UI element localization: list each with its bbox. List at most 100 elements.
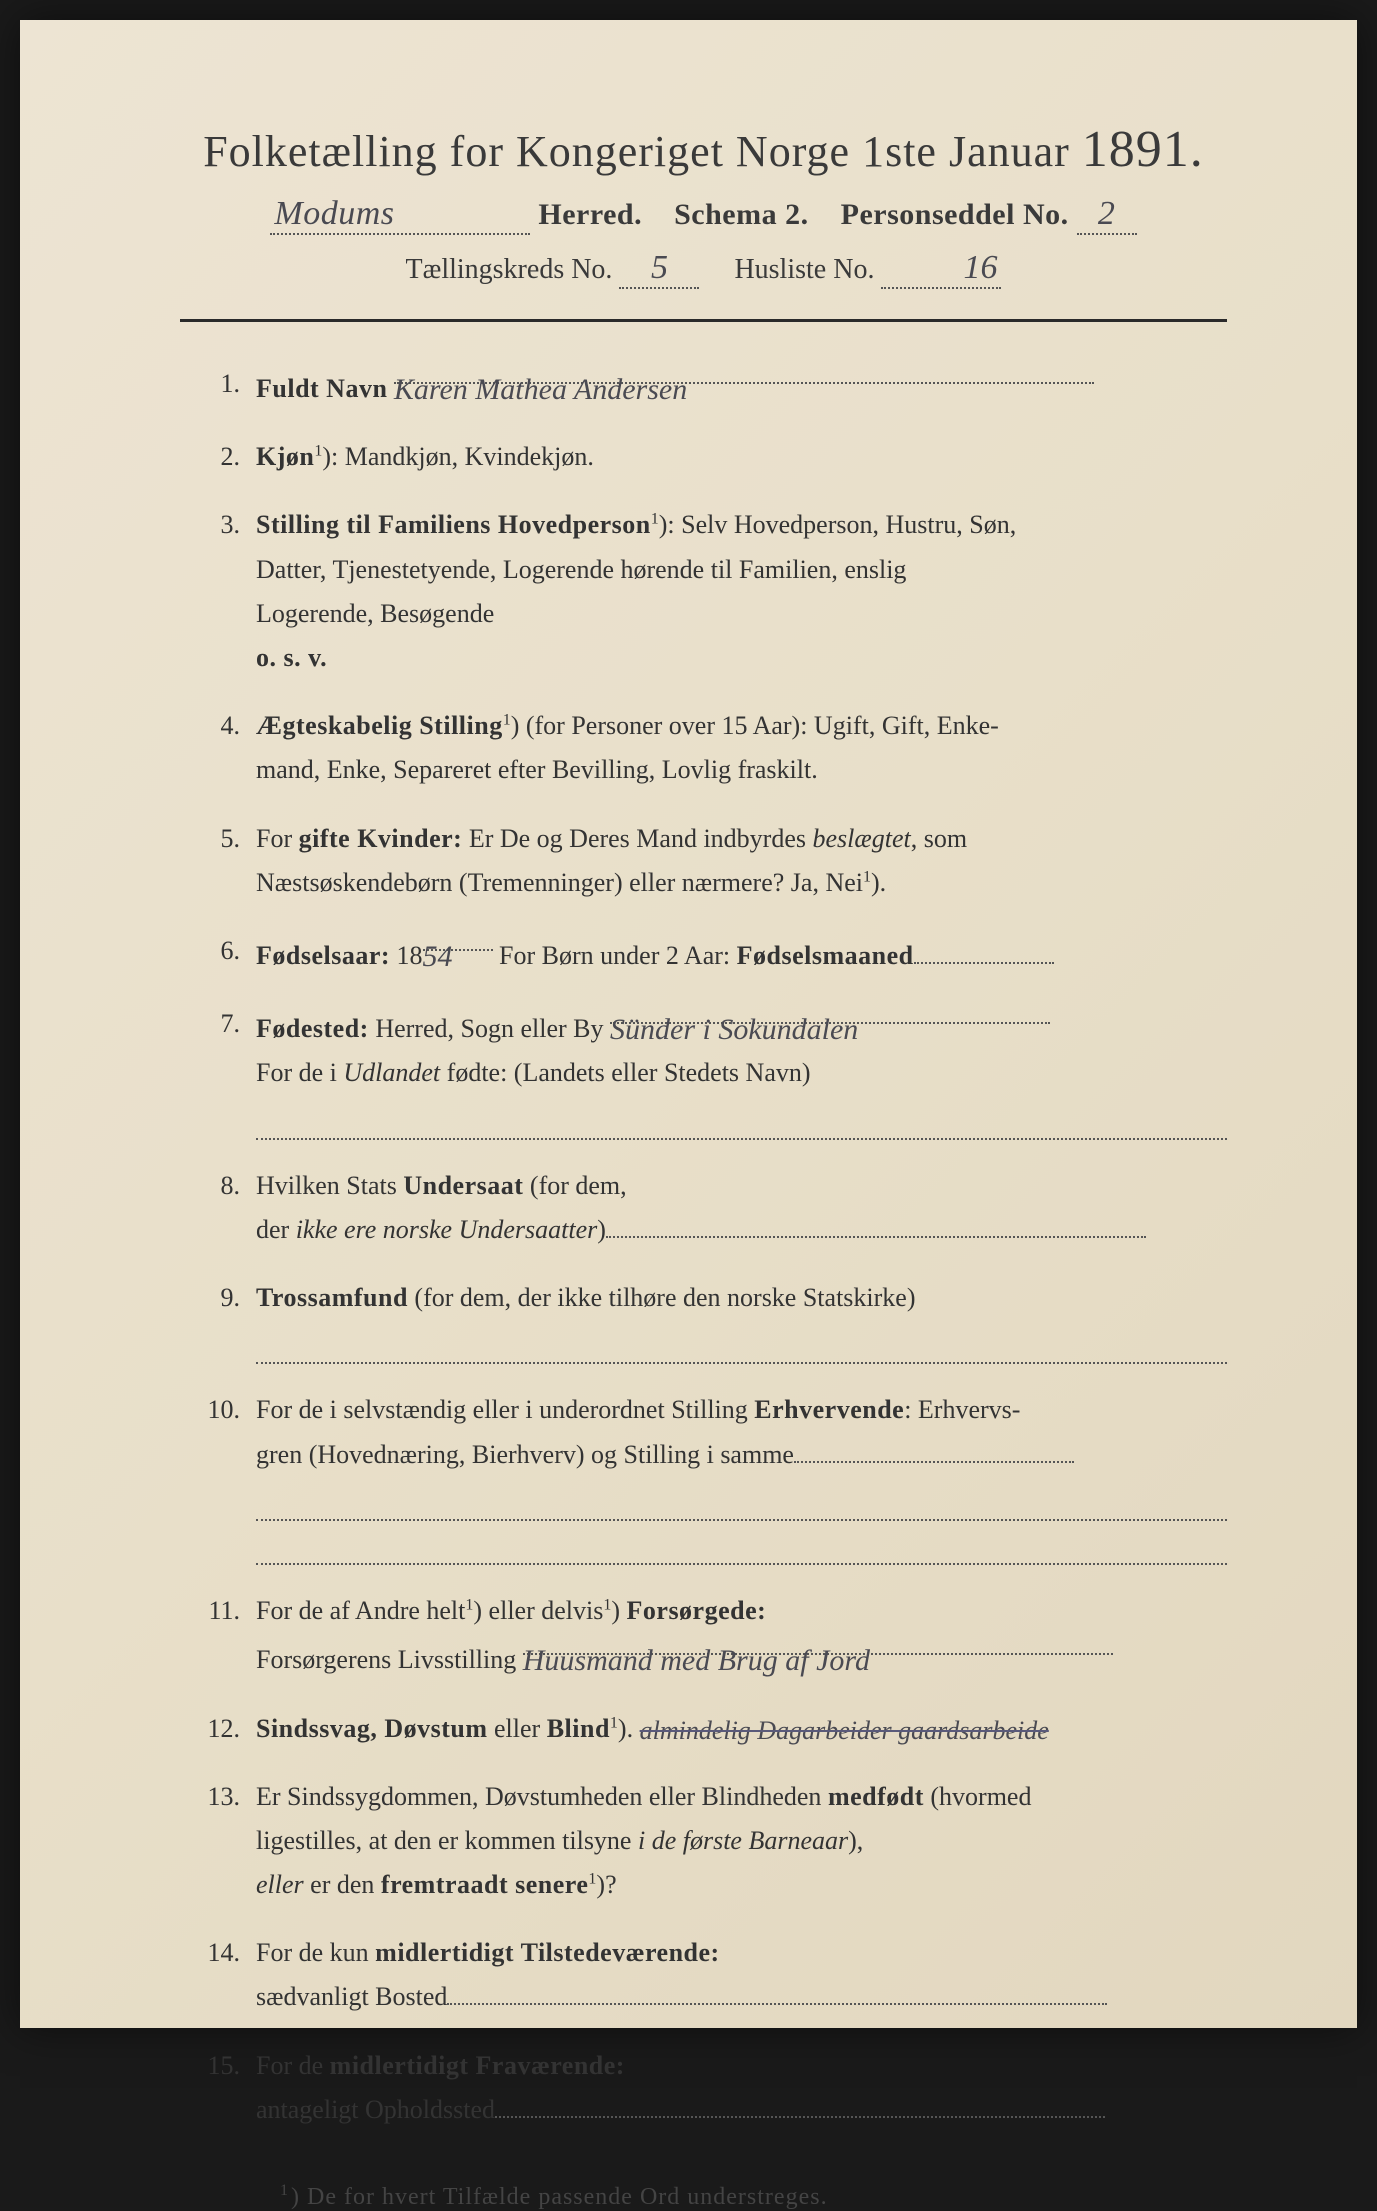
item-12-content: Sindssvag, Døvstum eller Blind1). almind… [256, 1707, 1227, 1751]
personseddel-label: Personseddel No. [841, 198, 1069, 231]
item-7: 7. Fødested: Herred, Sogn eller By Sünde… [200, 1002, 1227, 1140]
item-8-line1a: Hvilken Stats [256, 1171, 403, 1200]
item-6-month-field [914, 942, 1054, 964]
item-14-line1a: For de kun [256, 1938, 375, 1967]
item-7-line2-prefix: For de i [256, 1058, 343, 1087]
item-13-content: Er Sindssygdommen, Døvstumheden eller Bl… [256, 1775, 1227, 1908]
item-5-line1b: , som [911, 824, 967, 853]
item-15-line2: antageligt Opholdssted [256, 2095, 495, 2124]
item-13-label: medfødt [828, 1782, 924, 1811]
item-1-label: Fuldt Navn [256, 374, 387, 403]
item-9-line1: (for dem, der ikke tilhøre den norske St… [408, 1283, 916, 1312]
item-3-line2: Datter, Tjenestetyende, Logerende hørend… [256, 555, 906, 584]
item-15-label: midlertidigt Fraværende: [330, 2051, 625, 2080]
item-12: 12. Sindssvag, Døvstum eller Blind1). al… [200, 1707, 1227, 1751]
item-4-line1: ) (for Personer over 15 Aar): Ugift, Gif… [511, 711, 999, 740]
item-7-line2-italic: Udlandet [343, 1058, 440, 1087]
form-header: Folketælling for Kongeriget Norge 1ste J… [180, 120, 1227, 289]
husliste-no: 16 [881, 249, 1001, 289]
item-13: 13. Er Sindssygdommen, Døvstumheden elle… [200, 1775, 1227, 1908]
item-7-blank [256, 1114, 1227, 1140]
item-11-line1a: For de af Andre helt [256, 1596, 465, 1625]
item-9-label: Trossamfund [256, 1283, 408, 1312]
item-3-line4: o. s. v. [256, 643, 327, 672]
item-4-sup: 1 [503, 711, 511, 728]
item-13-num: 13. [200, 1775, 256, 1908]
header-row-1: Modums Herred. Schema 2. Personseddel No… [180, 195, 1227, 235]
item-8-line1b: (for dem, [523, 1171, 626, 1200]
item-13-line3-italic: eller [256, 1870, 304, 1899]
herred-label: Herred. [538, 198, 642, 231]
item-13-line2b: ), [848, 1826, 863, 1855]
personseddel-no: 2 [1077, 195, 1137, 235]
item-10-blank3 [256, 1539, 1227, 1565]
item-2-label: Kjøn [256, 442, 314, 471]
item-13-label2: fremtraadt senere [381, 1870, 589, 1899]
item-5-beslaegtet: beslægtet [813, 824, 911, 853]
item-2-text: ): Mandkjøn, Kvindekjøn. [322, 442, 594, 471]
item-12-label: Sindssvag, Døvstum [256, 1714, 488, 1743]
item-1: 1. Fuldt Navn Karen Mathea Andersen [200, 362, 1227, 411]
item-5-line1: Er De og Deres Mand indbyrdes [462, 824, 812, 853]
item-8-blank [606, 1216, 1146, 1238]
item-12-mid: eller [488, 1714, 547, 1743]
item-13-line1a: Er Sindssygdommen, Døvstumheden eller Bl… [256, 1782, 828, 1811]
item-10-line1a: For de i selvstændig eller i underordnet… [256, 1395, 754, 1424]
item-1-num: 1. [200, 362, 256, 411]
item-3-label: Stilling til Familiens Hovedperson [256, 510, 651, 539]
item-8: 8. Hvilken Stats Undersaat (for dem, der… [200, 1164, 1227, 1252]
item-5-line2: Næstsøskendebørn (Tremenninger) eller næ… [256, 868, 863, 897]
footnote: 1) De for hvert Tilfælde passende Ord un… [180, 2182, 1227, 2211]
title-text: Folketælling for Kongeriget Norge 1ste J… [203, 127, 1070, 176]
item-12-num: 12. [200, 1707, 256, 1751]
item-15-num: 15. [200, 2044, 256, 2132]
item-6-year-prefix: 18 [397, 941, 423, 970]
item-15-line1a: For de [256, 2051, 330, 2080]
header-divider [180, 319, 1227, 322]
item-4-content: Ægteskabelig Stilling1) (for Personer ov… [256, 704, 1227, 792]
item-3: 3. Stilling til Familiens Hovedperson1):… [200, 503, 1227, 680]
item-5-sup: 1 [863, 868, 871, 885]
item-13-line1b: (hvormed [924, 1782, 1032, 1811]
item-2-num: 2. [200, 435, 256, 479]
item-8-line2-prefix: der [256, 1215, 296, 1244]
item-13-line2a: ligestilles, at den er kommen tilsyne [256, 1826, 638, 1855]
item-13-line2-italic: i de første Barneaar [638, 1826, 848, 1855]
item-7-value: Sünder i Sokundalen [610, 1013, 858, 1046]
item-12-sup: 1 [610, 1714, 618, 1731]
census-form-page: Folketælling for Kongeriget Norge 1ste J… [20, 20, 1357, 2028]
item-14-label: midlertidigt Tilstedeværende: [375, 1938, 720, 1967]
item-10-content: For de i selvstændig eller i underordnet… [256, 1388, 1227, 1565]
item-3-sup: 1 [651, 511, 659, 528]
item-13-line3a: er den [304, 1870, 381, 1899]
item-8-num: 8. [200, 1164, 256, 1252]
item-12-end: ). [618, 1714, 633, 1743]
item-10-num: 10. [200, 1388, 256, 1565]
herred-value: Modums [270, 195, 530, 235]
footnote-text: ) De for hvert Tilfælde passende Ord und… [291, 2184, 828, 2210]
item-8-label: Undersaat [403, 1171, 523, 1200]
item-7-content: Fødested: Herred, Sogn eller By Sünder i… [256, 1002, 1227, 1140]
footnote-sup: 1 [280, 2182, 291, 2199]
item-3-content: Stilling til Familiens Hovedperson1): Se… [256, 503, 1227, 680]
item-12-label2: Blind [547, 1714, 610, 1743]
item-11-line1c: ) [611, 1596, 626, 1625]
item-8-line2-suffix: ) [597, 1215, 606, 1244]
item-1-content: Fuldt Navn Karen Mathea Andersen [256, 362, 1227, 411]
item-4: 4. Ægteskabelig Stilling1) (for Personer… [200, 704, 1227, 792]
item-11-value: Huusmand med Brug af Jord [523, 1644, 870, 1677]
item-9: 9. Trossamfund (for dem, der ikke tilhør… [200, 1276, 1227, 1364]
schema-label: Schema 2. [674, 198, 809, 231]
item-14-content: For de kun midlertidigt Tilstedeværende:… [256, 1931, 1227, 2019]
item-8-content: Hvilken Stats Undersaat (for dem, der ik… [256, 1164, 1227, 1252]
item-11: 11. For de af Andre helt1) eller delvis1… [200, 1589, 1227, 1682]
item-6-mid: For Børn under 2 Aar: [499, 941, 737, 970]
item-4-line2: mand, Enke, Separeret efter Bevilling, L… [256, 755, 818, 784]
item-11-line1b: ) eller delvis [473, 1596, 603, 1625]
item-7-label: Fødested: [256, 1014, 369, 1043]
form-body: 1. Fuldt Navn Karen Mathea Andersen 2. K… [180, 362, 1227, 2132]
kreds-label: Tællingskreds No. [406, 254, 613, 285]
kreds-no: 5 [619, 249, 699, 289]
item-4-label: Ægteskabelig Stilling [256, 711, 503, 740]
item-2-content: Kjøn1): Mandkjøn, Kvindekjøn. [256, 435, 1227, 479]
